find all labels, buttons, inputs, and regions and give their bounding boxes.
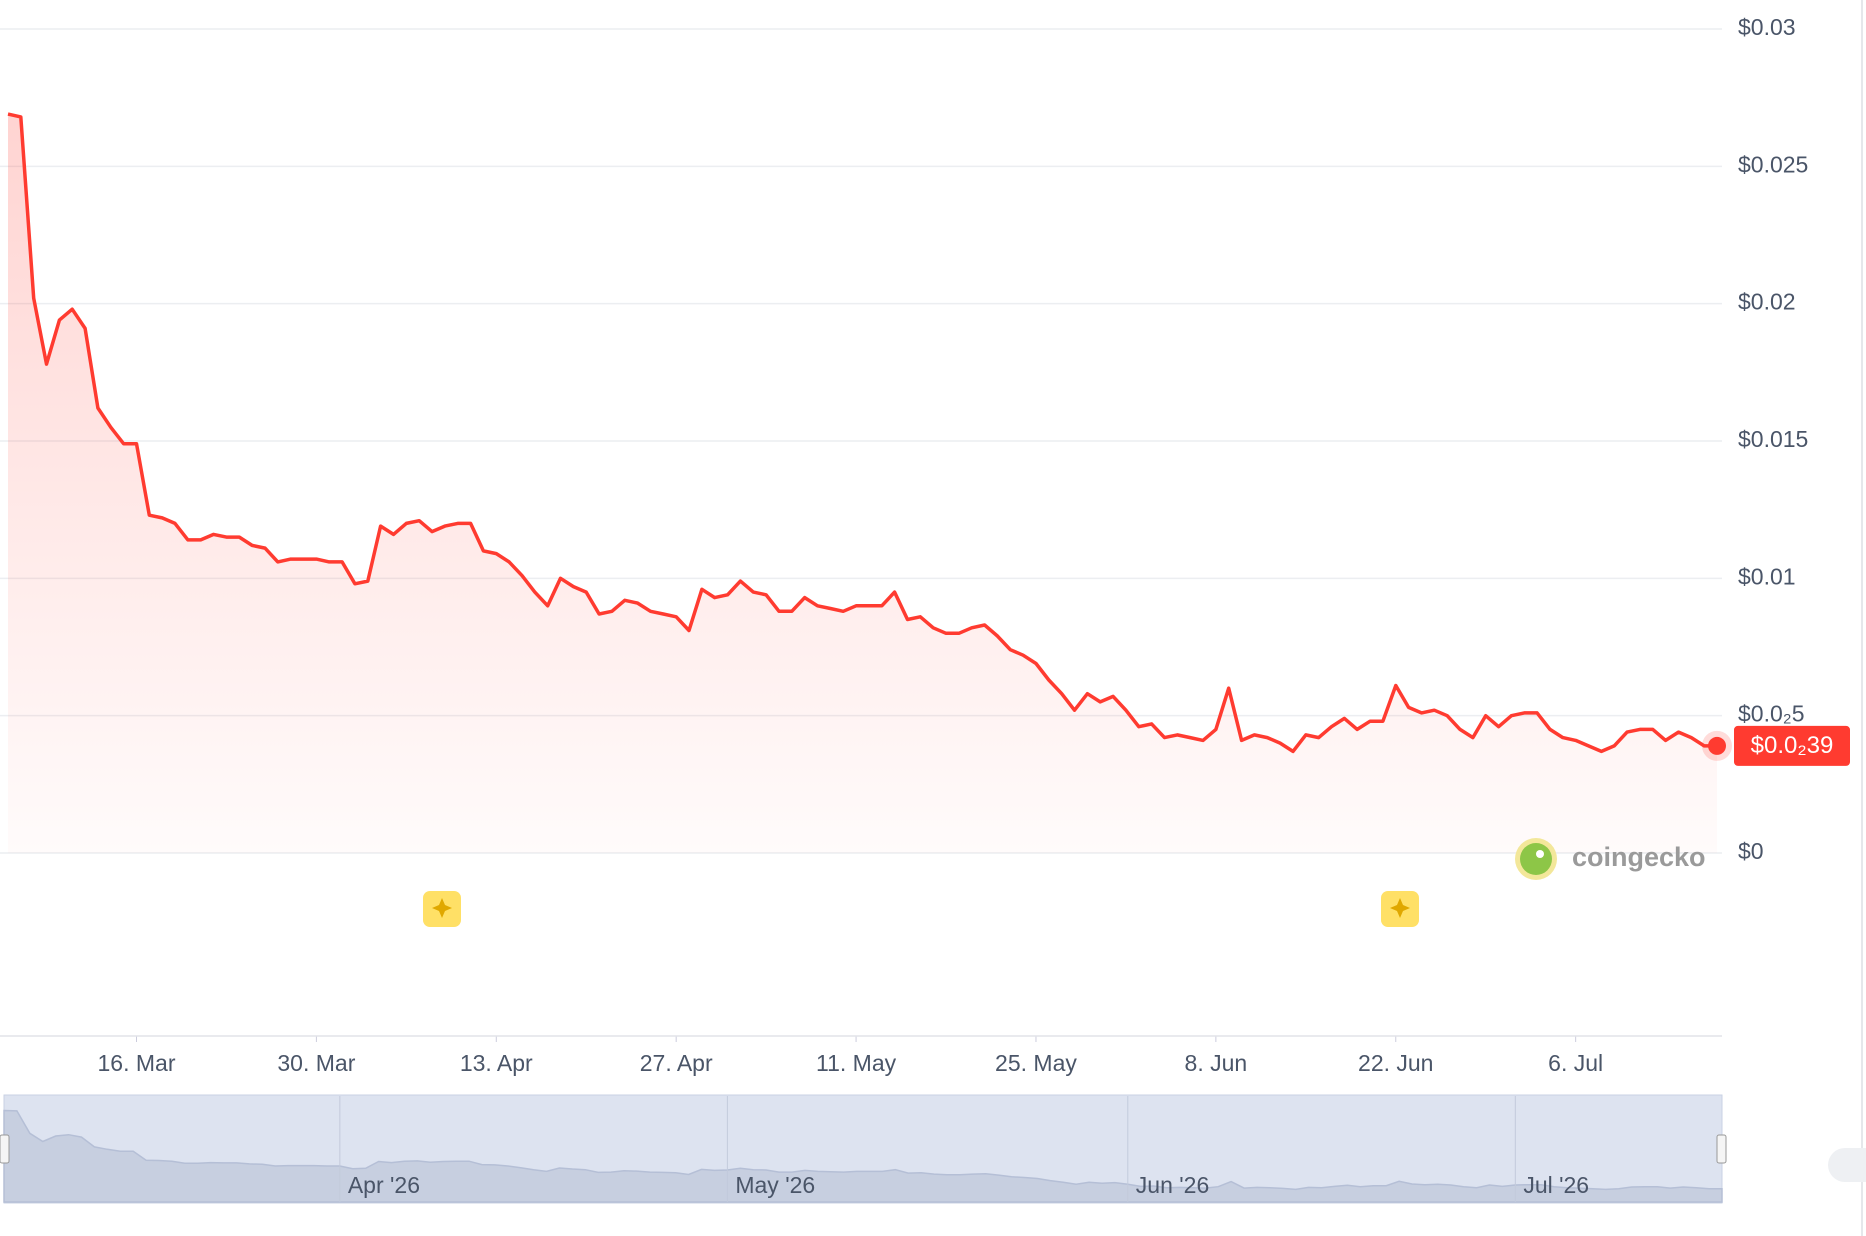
navigator-tick-label: Jun '26: [1136, 1172, 1209, 1198]
x-tick-label: 22. Jun: [1358, 1050, 1433, 1076]
y-tick-label: $0.02: [1738, 289, 1796, 315]
y-tick-label: $0.03: [1738, 14, 1796, 40]
navigator-area: [3, 1109, 1723, 1203]
last-point: [1708, 736, 1726, 755]
y-tick-label: $0.015: [1738, 426, 1808, 452]
price-area: [8, 114, 1717, 854]
watermark-logo: [1515, 838, 1557, 880]
x-tick-label: 16. Mar: [98, 1050, 176, 1076]
watermark-text: coingecko: [1572, 842, 1706, 872]
y-tick-label: $0.025: [1738, 151, 1808, 177]
x-tick-label: 11. May: [816, 1050, 897, 1076]
navigator-tick-label: May '26: [735, 1172, 815, 1198]
x-tick-label: 30. Mar: [277, 1050, 355, 1076]
y-tick-label: $0.01: [1738, 563, 1796, 589]
navigator-tick-label: Apr '26: [348, 1172, 420, 1198]
x-tick-label: 25. May: [995, 1050, 1077, 1076]
price-line: [7, 112, 1717, 754]
y-tick-label: $0.0₂5: [1738, 701, 1804, 727]
x-tick-label: 6. Jul: [1548, 1050, 1603, 1076]
last-value-label: $0.0₂39: [1751, 732, 1834, 759]
toggle-button[interactable]: [1828, 1148, 1866, 1182]
navigator-handle[interactable]: [0, 1134, 10, 1164]
x-tick-label: 8. Jun: [1185, 1050, 1248, 1076]
last-value-badge: [1734, 725, 1850, 766]
x-tick-label: 13. Apr: [460, 1050, 533, 1076]
event-marker[interactable]: [1381, 891, 1419, 927]
event-marker[interactable]: [423, 891, 461, 927]
x-tick-label: 27. Apr: [640, 1050, 713, 1076]
navigator-handle[interactable]: [1716, 1134, 1727, 1164]
navigator-tick-label: Jul '26: [1523, 1172, 1589, 1198]
y-tick-label: $0: [1738, 838, 1764, 864]
